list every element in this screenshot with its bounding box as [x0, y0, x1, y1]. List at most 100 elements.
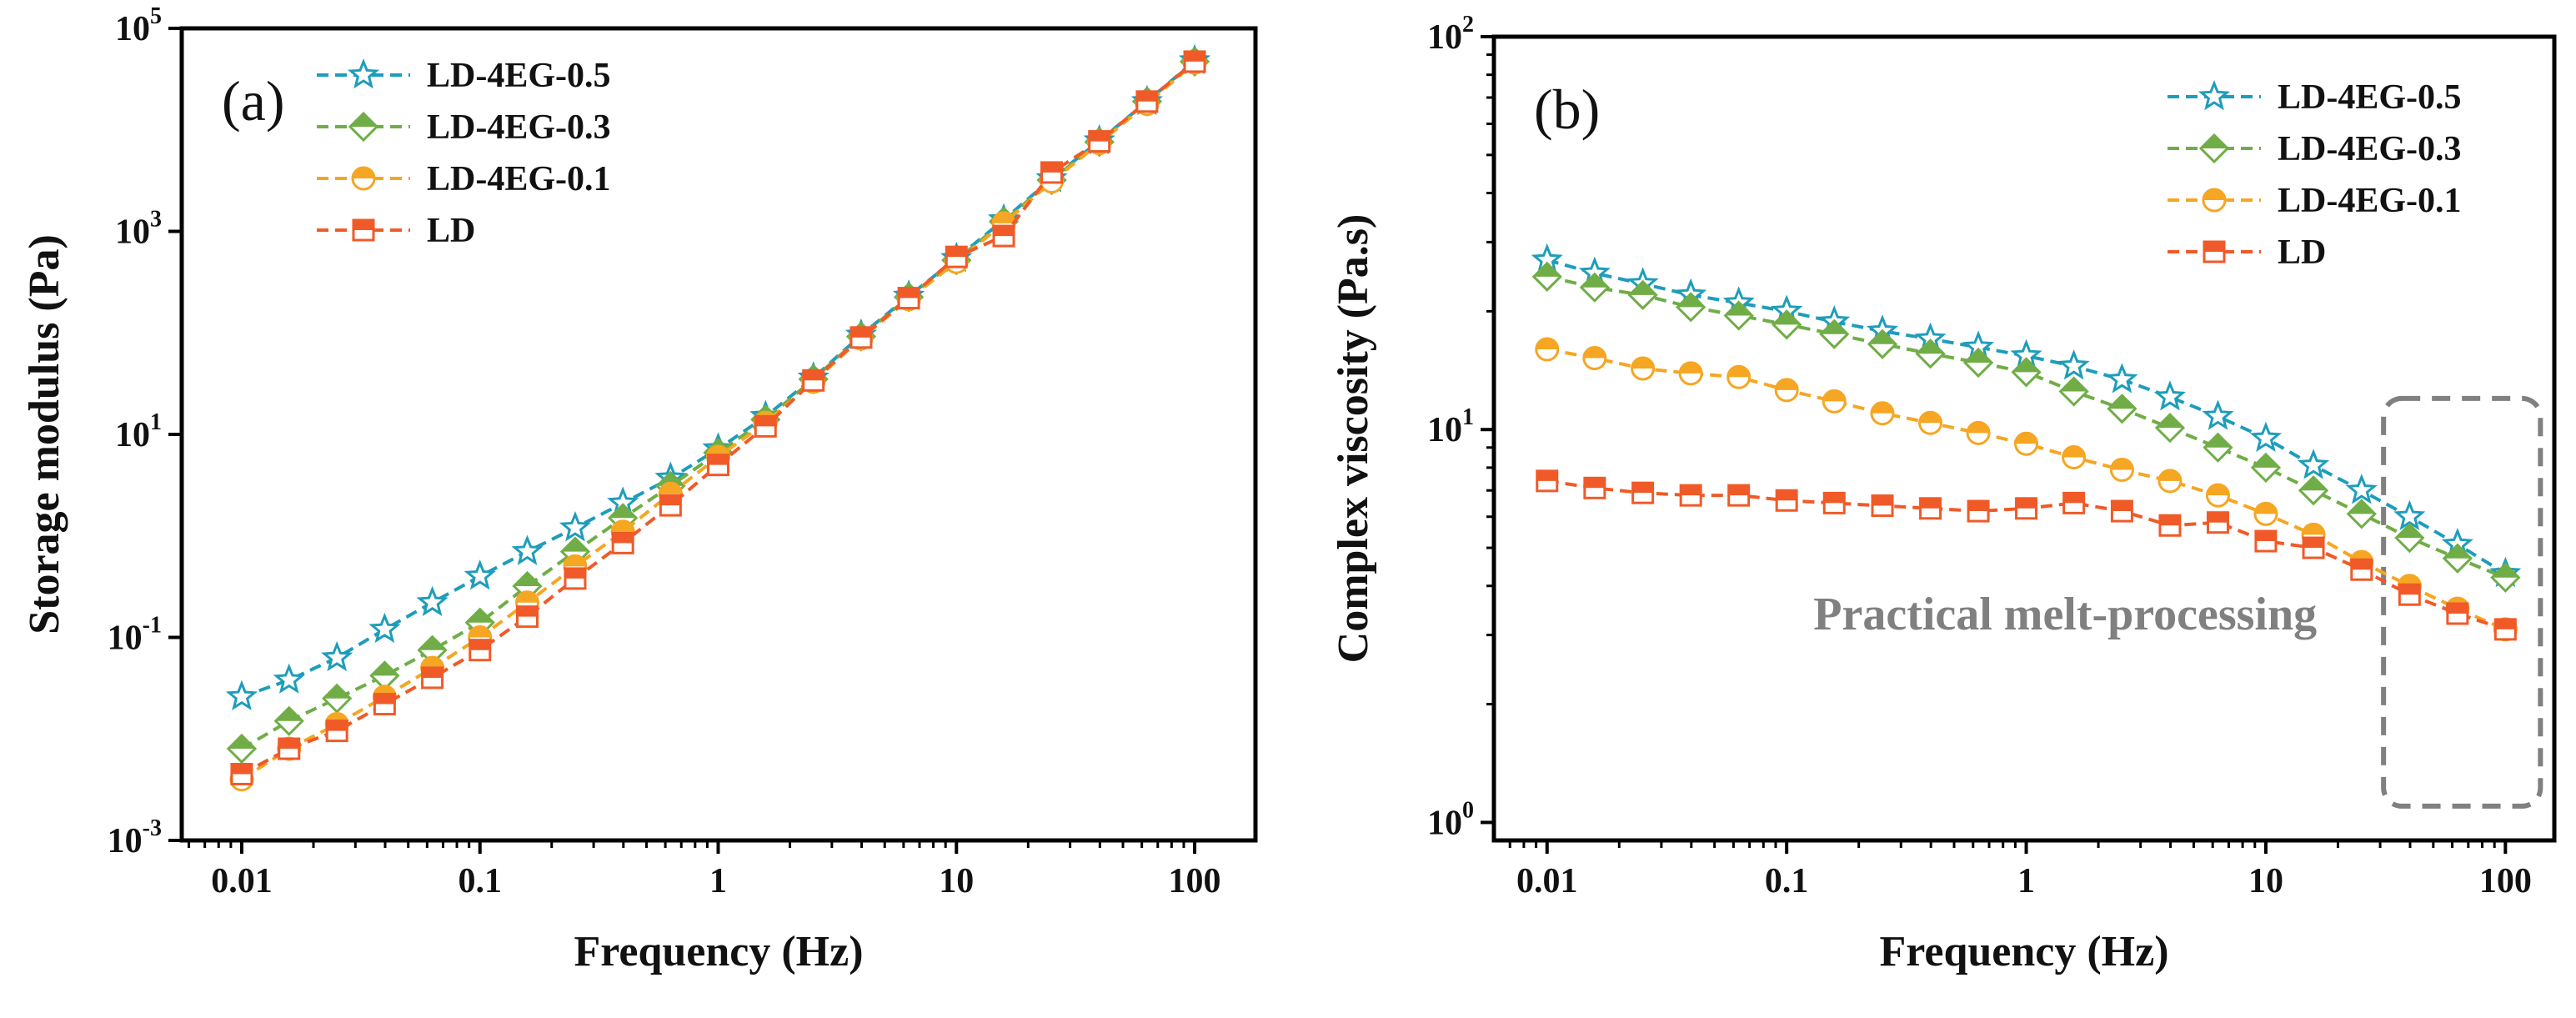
panel-b-point-LD-4EG-0.3-8-shape — [1915, 338, 1946, 369]
panel-b-point-LD-4EG-0.3-20 — [2490, 562, 2521, 593]
panel-a-legend-marker-LD-4EG-0.1 — [351, 166, 376, 191]
panel-b-point-LD-4EG-0.1-12-shape — [2109, 457, 2134, 482]
panel-b-point-LD-15 — [2254, 529, 2278, 553]
panel-a-legend-marker-LD-4EG-0.5-shape — [347, 58, 380, 89]
panel-b-point-LD-2-shape — [1631, 481, 1655, 504]
panel-a-point-LD-16-shape — [992, 224, 1015, 248]
panel-a-point-LD-9 — [659, 494, 682, 517]
panel-b-point-LD-9-shape — [1967, 499, 1990, 523]
panel-a-point-LD-4EG-0.5-4-shape — [416, 585, 449, 617]
panel-b-point-LD-4EG-0.1-1 — [1582, 346, 1607, 371]
panel-a-point-LD-4EG-0.3-2 — [322, 683, 353, 714]
panel-b-point-LD-4EG-0.1-13-shape — [2158, 469, 2183, 494]
panel-b-point-LD-4EG-0.3-13-shape — [2154, 413, 2186, 444]
processing-window-box — [2381, 395, 2543, 809]
panel-b-point-LD-4EG-0.1-2 — [1631, 356, 1656, 381]
panel-b-point-LD-6-shape — [1822, 491, 1846, 514]
panel-a-point-LD-4EG-0.5-1 — [273, 663, 305, 694]
panel-a-point-LD-7 — [564, 567, 587, 590]
panel-a-point-LD-10 — [707, 454, 730, 477]
panel-b-point-LD-4-shape — [1727, 484, 1751, 507]
panel-b-point-LD-4EG-0.5-17 — [2345, 474, 2378, 504]
panel-a-xtick-label: 0.1 — [458, 862, 502, 900]
panel-b-line-LD-4EG-0.1 — [1546, 348, 2507, 631]
panel-b-point-LD-4EG-0.1-6-shape — [1822, 389, 1847, 414]
panel-a-xtick-label: 0.01 — [211, 862, 273, 900]
panel-a-point-LD-4EG-0.5-6 — [511, 534, 544, 565]
panel-a-point-LD-9-shape — [659, 494, 682, 517]
panel-a-ylabel: Storage modulus (Pa) — [21, 234, 68, 634]
panel-a-point-LD-4EG-0.5-7-shape — [559, 511, 592, 542]
panel-b-point-LD-4EG-0.3-10-shape — [2011, 357, 2042, 388]
panel-b-xtick-label: 1 — [2017, 862, 2035, 900]
panel-b-legend-marker-LD-4EG-0.1 — [2202, 188, 2227, 213]
panel-b-point-LD-4EG-0.3-6-shape — [1819, 318, 1850, 349]
panel-a-point-LD-8 — [611, 531, 634, 554]
panel-b-point-LD-4EG-0.3-20-shape — [2490, 562, 2521, 593]
panel-a-legend-label-LD-4EG-0.1: LD-4EG-0.1 — [427, 160, 611, 198]
panel-a-point-LD-4EG-0.3-0 — [226, 733, 258, 765]
panel-b-point-LD-14 — [2206, 511, 2229, 534]
panel-a-point-LD-4EG-0.3-0-shape — [226, 733, 258, 765]
panel-a-point-LD-4-shape — [421, 666, 444, 690]
panel-b-point-LD-11 — [2062, 491, 2086, 514]
panel-b-point-LD-4EG-0.3-14 — [2203, 432, 2233, 463]
panel-b-point-LD-4EG-0.5-12 — [2106, 363, 2138, 394]
panel-a-point-LD-19-shape — [1135, 90, 1159, 113]
panel-a-point-LD-1 — [278, 737, 301, 760]
panel-a-point-LD-4EG-0.5-0-shape — [225, 680, 258, 710]
panel-b-series-LD-4EG-0.1 — [1535, 337, 2518, 642]
panel-b-legend-label-LD-4EG-0.5: LD-4EG-0.5 — [2278, 78, 2462, 117]
panel-b-ytick-label: 101 — [1427, 404, 1474, 449]
panel-a-point-LD-11-shape — [754, 414, 777, 438]
panel-a-point-LD-19 — [1135, 90, 1159, 113]
panel-b-point-LD-4EG-0.5-17-shape — [2345, 474, 2378, 504]
panel-b-point-LD-3 — [1679, 484, 1702, 507]
panel-a-legend-marker-LD-4EG-0.3-shape — [348, 111, 379, 143]
panel-b-point-LD-6 — [1822, 491, 1846, 514]
panel-b-point-LD-4EG-0.3-12-shape — [2107, 394, 2137, 424]
panel-b-point-LD-4 — [1727, 484, 1751, 507]
panel-b-ytick-label: 100 — [1427, 797, 1474, 842]
panel-b-point-LD-13-shape — [2158, 514, 2182, 537]
panel-b-point-LD-12 — [2110, 499, 2133, 523]
panel-a-point-LD-15-shape — [945, 245, 968, 268]
panel-a-ytick-label: 105 — [115, 3, 162, 48]
panel-b-point-LD-15-shape — [2254, 529, 2278, 553]
panel-b-point-LD-18 — [2398, 583, 2421, 606]
panel-a-point-LD-5-shape — [469, 639, 492, 662]
panel-b-point-LD-4EG-0.3-5 — [1772, 309, 1802, 340]
panel-b-point-LD-4EG-0.1-3-shape — [1678, 361, 1703, 386]
panel-a-series-LD-4EG-0.3 — [226, 46, 1210, 765]
panel-b-legend-label-LD-4EG-0.1: LD-4EG-0.1 — [2278, 182, 2462, 220]
panel-a-point-LD-4EG-0.5-0 — [225, 680, 258, 710]
panel-b-point-LD-4EG-0.1-7 — [1870, 401, 1895, 426]
panel-a-point-LD-10-shape — [707, 454, 730, 477]
panel-b-label: (b) — [1534, 78, 1600, 141]
panel-b-point-LD-3-shape — [1679, 484, 1702, 507]
panel-b-point-LD-4EG-0.3-17 — [2346, 499, 2377, 529]
panel-b-legend-marker-LD-shape — [2203, 240, 2226, 263]
panel-b-point-LD-17 — [2350, 558, 2373, 581]
panel-b-point-LD-4EG-0.5-13-shape — [2153, 380, 2187, 411]
panel-b-point-LD-7 — [1871, 494, 1894, 518]
panel-b-xlabel: Frequency (Hz) — [1879, 928, 2168, 975]
panel-b-point-LD-4EG-0.3-9-shape — [1962, 347, 1994, 379]
panel-b-point-LD-2 — [1631, 481, 1655, 504]
panel-a-point-LD-2-shape — [325, 720, 348, 743]
panel-a-point-LD-12-shape — [802, 369, 825, 392]
panel-a-point-LD-20 — [1183, 50, 1206, 73]
panel-b-point-LD-4EG-0.1-11-shape — [2062, 444, 2087, 469]
panel-b-point-LD-4EG-0.3-5-shape — [1772, 309, 1802, 340]
panel-b-point-LD-4EG-0.3-4-shape — [1723, 300, 1754, 331]
panel-a-point-LD-13 — [849, 326, 873, 349]
panel-b-point-LD-10-shape — [2015, 497, 2038, 520]
panel-b-point-LD-16 — [2302, 536, 2325, 559]
panel-a-point-LD-20-shape — [1183, 50, 1206, 73]
panel-b-point-LD-18-shape — [2398, 583, 2421, 606]
panel-b-point-LD-4EG-0.1-3 — [1678, 361, 1703, 386]
panel-b-point-LD-4EG-0.5-14 — [2202, 399, 2234, 430]
panel-a-point-LD-4EG-0.5-4 — [416, 585, 449, 617]
panel-a-point-LD-12 — [802, 369, 825, 392]
panel-b-line-LD-4EG-0.5 — [1546, 258, 2507, 575]
